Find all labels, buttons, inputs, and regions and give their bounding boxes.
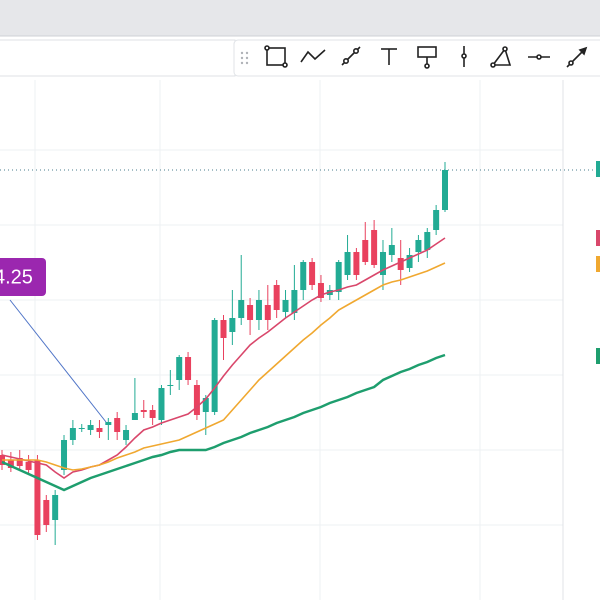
candle-body xyxy=(78,428,85,429)
candle-body xyxy=(149,410,156,418)
path-tool[interactable] xyxy=(300,49,326,63)
candle-body xyxy=(344,252,351,275)
candle-body xyxy=(309,262,316,285)
candle-body xyxy=(353,252,360,275)
candle-body xyxy=(123,430,130,440)
candle-body xyxy=(317,283,324,298)
candle-body xyxy=(7,460,14,468)
price-tag xyxy=(596,230,600,246)
candle-body xyxy=(220,320,227,338)
grid xyxy=(0,80,564,600)
candle-body xyxy=(371,230,378,265)
candle-body xyxy=(211,320,218,412)
text-tool[interactable] xyxy=(381,48,397,65)
moving-average-line xyxy=(1,353,446,492)
candle-body xyxy=(52,495,59,520)
candle-body xyxy=(34,460,41,535)
rectangle-tool[interactable] xyxy=(264,45,288,68)
candle-body xyxy=(335,262,342,292)
candle-body xyxy=(158,388,165,420)
candle-body xyxy=(442,170,448,210)
candle-body xyxy=(43,500,50,525)
candle-body xyxy=(167,385,174,386)
top-bar xyxy=(0,0,600,36)
arc-tool[interactable] xyxy=(490,46,512,68)
candle-body xyxy=(264,305,271,320)
drawing-toolbar xyxy=(233,39,600,77)
price-tag xyxy=(596,348,600,364)
toolbar-panel xyxy=(233,39,600,77)
candle-body xyxy=(25,462,32,470)
candle-body xyxy=(291,290,298,313)
candle-body xyxy=(202,398,209,412)
candle-body xyxy=(255,300,262,320)
candle-body xyxy=(87,425,94,430)
candle-body xyxy=(140,410,147,412)
vertical-line-tool[interactable] xyxy=(461,46,467,67)
annotation-pointer xyxy=(9,299,107,423)
candle-body xyxy=(96,428,103,432)
arrow-tool[interactable] xyxy=(566,46,588,68)
price-tag xyxy=(596,256,600,272)
candle-body xyxy=(16,458,23,466)
candle-body xyxy=(424,232,431,250)
search-box[interactable] xyxy=(0,39,236,77)
candle-body xyxy=(69,428,76,440)
candle-body xyxy=(176,357,183,380)
candle-body xyxy=(247,305,254,320)
plot xyxy=(0,162,448,545)
annotation-box[interactable] xyxy=(0,258,46,296)
candle-body xyxy=(379,252,386,275)
candle-body xyxy=(433,210,440,230)
callout-tool[interactable] xyxy=(417,46,437,69)
candle-body xyxy=(193,385,200,415)
candle-body xyxy=(61,440,68,470)
annotation-label: 4.25 xyxy=(0,266,33,288)
candle-body xyxy=(273,285,280,310)
trend-line-tool[interactable] xyxy=(341,46,361,66)
moving-average-line xyxy=(2,262,446,471)
horizontal-line-tool[interactable] xyxy=(528,54,550,60)
drag-handle xyxy=(240,51,249,65)
candle-body xyxy=(388,245,395,255)
candle-body xyxy=(415,240,422,252)
candle-body xyxy=(229,318,236,332)
candle-body xyxy=(105,422,112,425)
candle-body xyxy=(238,300,245,318)
candle-body xyxy=(300,262,307,290)
price-tag xyxy=(596,161,600,177)
candle-body xyxy=(131,413,138,420)
candle-body xyxy=(282,300,289,312)
candle-body xyxy=(397,258,404,270)
candle-body xyxy=(114,418,121,432)
candle-body xyxy=(362,240,369,262)
candle-body xyxy=(185,357,192,380)
moving-average-line xyxy=(1,237,446,479)
candle-body xyxy=(406,255,413,268)
